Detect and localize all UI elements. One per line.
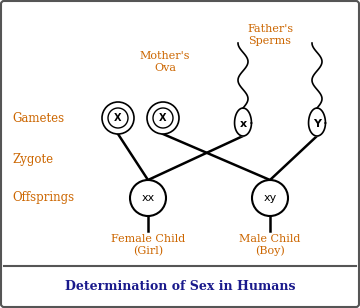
Circle shape	[147, 102, 179, 134]
Text: Determination of Sex in Humans: Determination of Sex in Humans	[65, 279, 295, 293]
Text: Female Child
(Girl): Female Child (Girl)	[111, 234, 185, 256]
Text: Offsprings: Offsprings	[12, 192, 74, 205]
Circle shape	[102, 102, 134, 134]
Text: Zygote: Zygote	[12, 153, 53, 167]
Text: Male Child
(Boy): Male Child (Boy)	[239, 234, 301, 256]
Text: xx: xx	[141, 193, 155, 203]
Text: X: X	[114, 113, 122, 123]
Text: X: X	[159, 113, 167, 123]
Text: xy: xy	[264, 193, 276, 203]
Polygon shape	[309, 108, 325, 136]
Polygon shape	[235, 108, 251, 136]
Text: Father's
Sperms: Father's Sperms	[247, 24, 293, 46]
Circle shape	[252, 180, 288, 216]
Text: x: x	[239, 119, 247, 129]
Text: Y: Y	[313, 119, 321, 129]
Text: Mother's
Ova: Mother's Ova	[140, 51, 190, 73]
Circle shape	[130, 180, 166, 216]
Text: Gametes: Gametes	[12, 111, 64, 124]
